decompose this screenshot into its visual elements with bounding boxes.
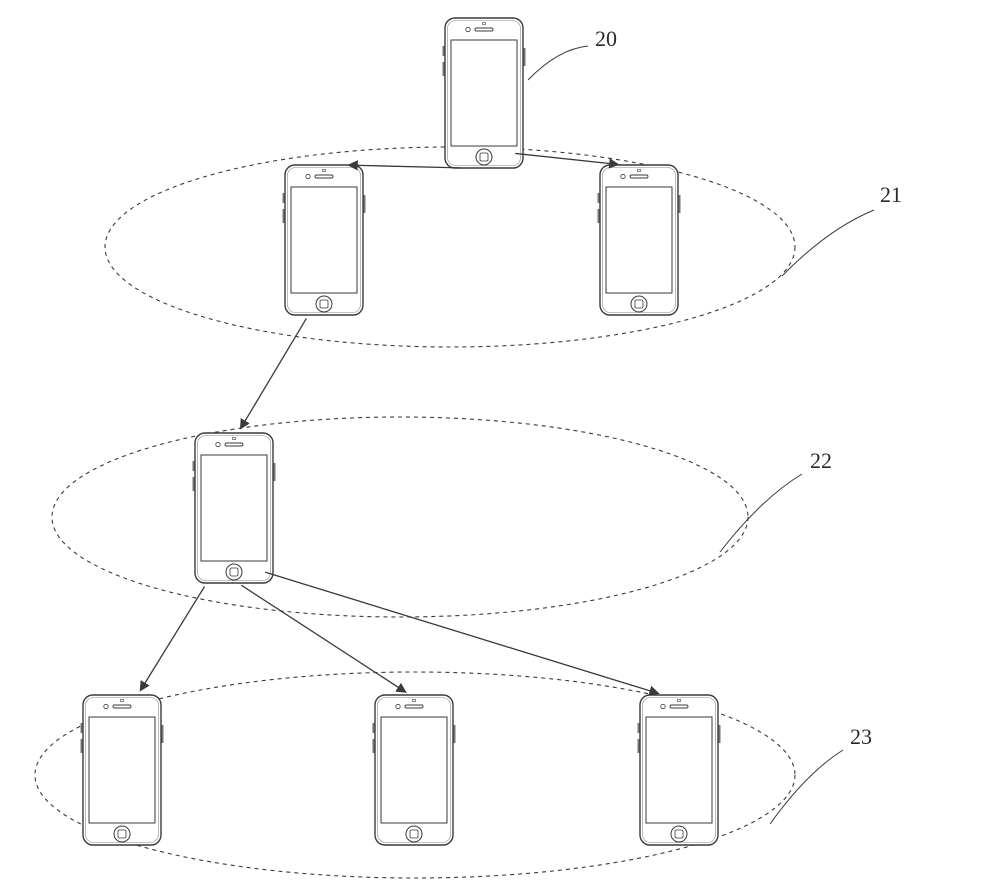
arrow-p21a-to-p22 (241, 318, 306, 427)
arrow-p20-to-p21b (515, 153, 617, 164)
group-ellipse-e22 (52, 417, 748, 617)
arrow-p22-to-p23b (241, 585, 405, 692)
label-l20: 20 (595, 26, 617, 51)
group-ellipse-e21 (105, 147, 795, 347)
leader-l22 (720, 474, 802, 552)
phone-p23a (81, 695, 164, 845)
label-l22: 22 (810, 448, 832, 473)
phone-p23c (638, 695, 721, 845)
phone-p23b (373, 695, 456, 845)
phone-p20 (443, 18, 526, 168)
leader-l21 (782, 210, 874, 276)
label-l23: 23 (850, 724, 872, 749)
phone-p21b (598, 165, 681, 315)
arrow-p20-to-p21a (349, 165, 460, 168)
leader-l20 (528, 46, 588, 80)
arrow-p22-to-p23c (265, 572, 658, 693)
phone-p22 (193, 433, 276, 583)
phone-p21a (283, 165, 366, 315)
arrow-p22-to-p23a (141, 586, 205, 689)
label-l21: 21 (880, 182, 902, 207)
leader-l23 (770, 750, 843, 824)
